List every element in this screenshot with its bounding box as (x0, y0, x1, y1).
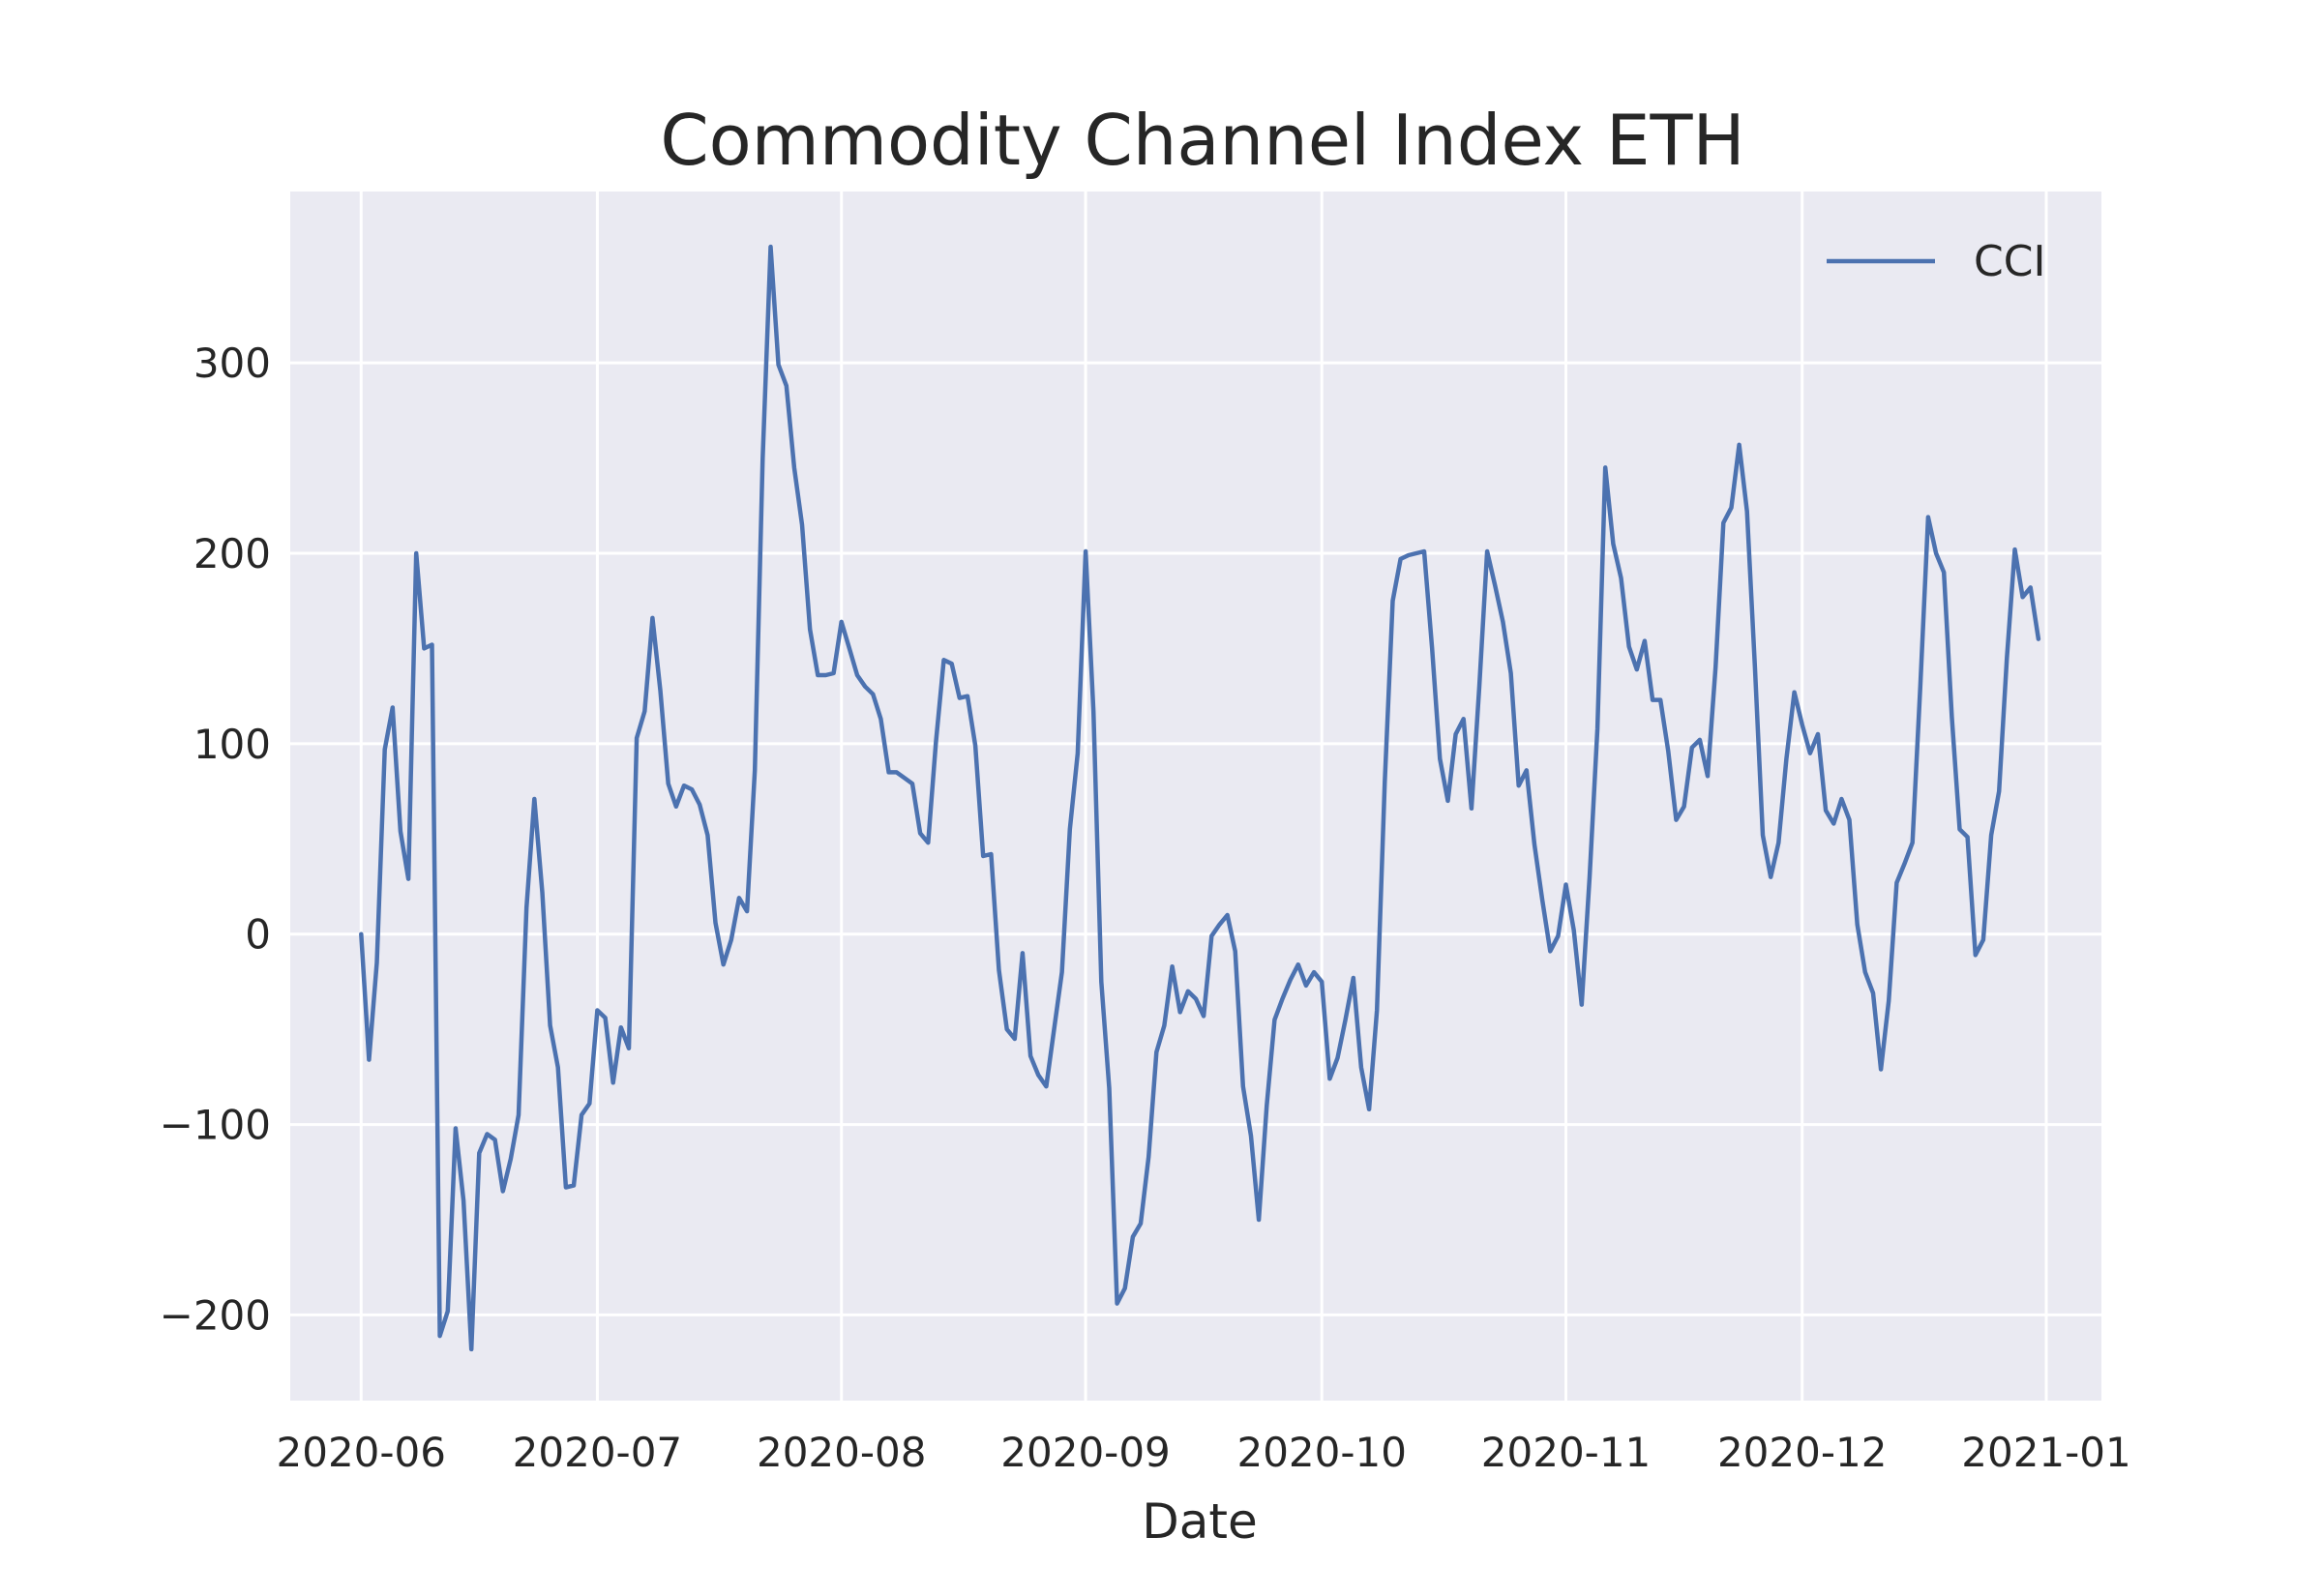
y-tick-label: −100 (160, 1102, 271, 1149)
grid-lines (290, 192, 2101, 1401)
x-axis-label: Date (1142, 1493, 1258, 1550)
x-tick-label: 2020-06 (277, 1429, 447, 1476)
x-tick-label: 2020-07 (513, 1429, 683, 1476)
y-tick-label: −200 (160, 1291, 271, 1339)
x-tick-label: 2020-12 (1717, 1429, 1888, 1476)
x-axis-ticks: 2020-06 2020-07 2020-08 2020-09 2020-10 2020-… (277, 1429, 2131, 1476)
series-layer (359, 244, 2041, 1352)
y-tick-label: 300 (194, 340, 271, 387)
x-tick-label: 2020-10 (1236, 1429, 1407, 1476)
legend: CCI (1827, 237, 2045, 286)
y-tick-label: 200 (194, 530, 271, 577)
x-tick-label: 2020-08 (757, 1429, 927, 1476)
y-tick-label: 100 (194, 721, 271, 768)
x-tick-label: 2021-01 (1961, 1429, 2131, 1476)
chart-title: Commodity Channel Index ETH (660, 100, 1744, 181)
x-tick-label: 2020-09 (1000, 1429, 1171, 1476)
y-axis-ticks: −200 −100 0 100 200 300 (160, 340, 271, 1339)
x-tick-label: 2020-11 (1481, 1429, 1652, 1476)
y-tick-label: 0 (245, 911, 271, 959)
series-line-cci (359, 244, 2041, 1352)
plot-area (290, 192, 2101, 1401)
legend-label: CCI (1974, 237, 2045, 286)
